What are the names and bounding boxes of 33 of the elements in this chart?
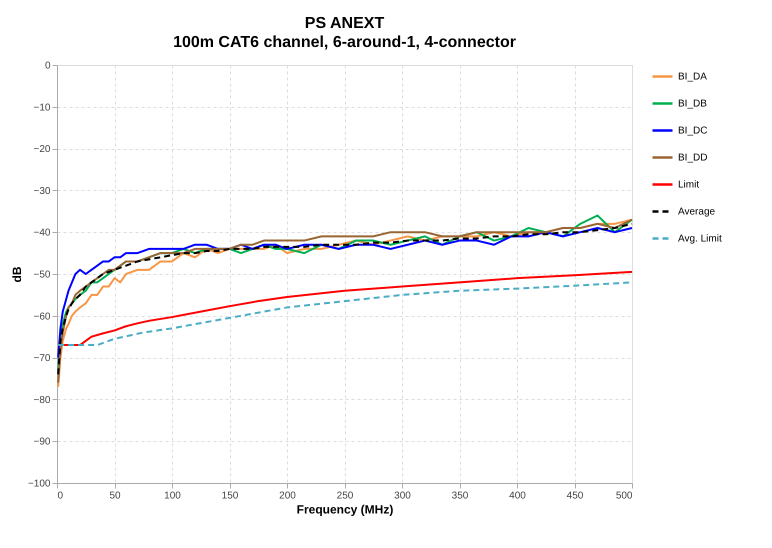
y-axis-title: dB: [10, 266, 24, 282]
x-tick-label: 400: [509, 490, 526, 502]
y-tick-label: −70: [34, 353, 51, 364]
y-tick-label: −40: [34, 228, 51, 239]
x-tick-label: 50: [109, 490, 121, 502]
x-tick-label: 0: [58, 490, 64, 502]
x-tick-label: 200: [279, 490, 296, 502]
legend-label: BI_DB: [678, 98, 708, 110]
y-tick-label: −50: [34, 270, 51, 280]
y-tick-label: −80: [34, 394, 51, 406]
x-tick-label: 500: [616, 490, 633, 502]
x-axis-title: Frequency (MHz): [296, 502, 394, 516]
legend-label: BI_DC: [678, 126, 708, 136]
legend-label: BI_DD: [678, 152, 708, 164]
legend-label: BI_DA: [678, 72, 708, 82]
y-tick-label: −30: [34, 186, 51, 197]
x-tick-label: 350: [452, 490, 469, 502]
y-tick-label: 0: [44, 60, 51, 72]
chart-subtitle: 100m CAT6 channel, 6-around-1, 4-connector: [173, 34, 516, 51]
legend-label: Average: [678, 206, 716, 218]
x-tick-label: 450: [566, 490, 584, 502]
x-tick-label: 100: [164, 490, 182, 502]
y-tick-label: −90: [34, 436, 51, 448]
chart-title: PS ANEXT: [304, 15, 384, 32]
legend-label: Limit: [678, 180, 700, 190]
y-tick-label: −20: [34, 144, 51, 156]
legend-label: Avg. Limit: [678, 234, 722, 244]
y-tick-label: −10: [34, 102, 51, 114]
y-tick-label: −60: [34, 311, 51, 322]
x-tick-label: 300: [394, 490, 412, 502]
x-tick-label: 250: [336, 490, 354, 502]
y-tick-label: −100: [28, 478, 51, 490]
x-tick-label: 150: [222, 490, 239, 502]
